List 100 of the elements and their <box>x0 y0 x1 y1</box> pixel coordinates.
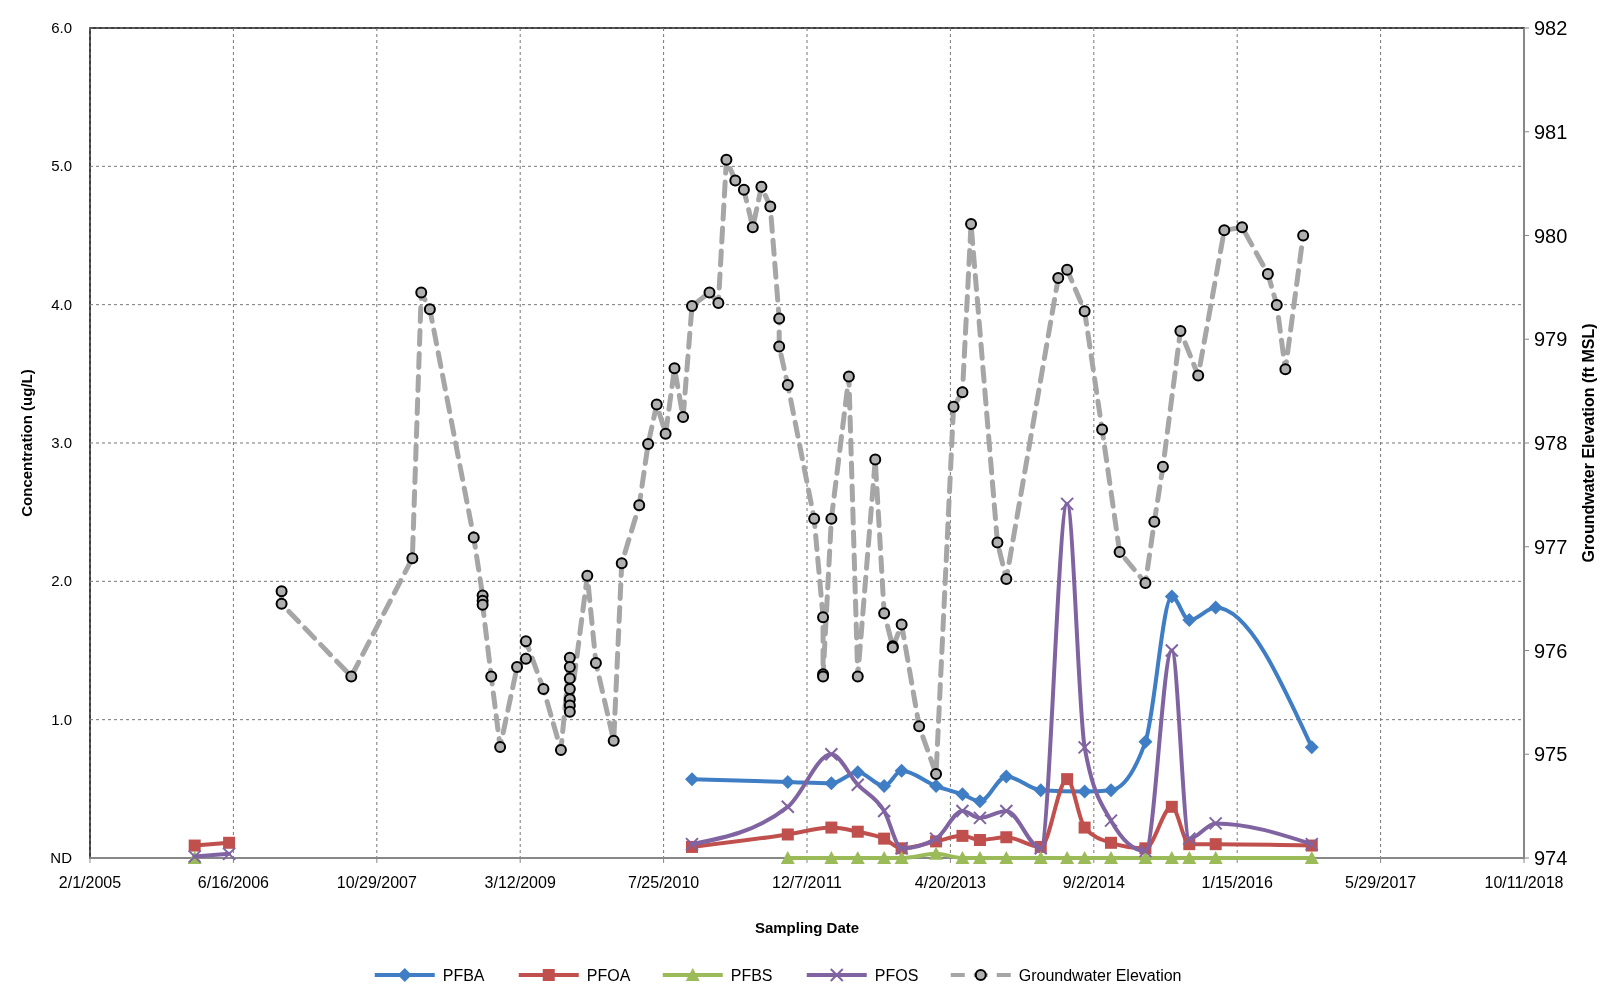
point <box>1164 851 1179 864</box>
x-tick-label: 2/1/2005 <box>58 874 122 891</box>
point <box>1138 734 1153 749</box>
x-tick-label: 5/29/2017 <box>1345 874 1417 891</box>
point <box>972 794 987 809</box>
point <box>1104 851 1119 864</box>
point <box>780 851 795 864</box>
point <box>824 776 839 791</box>
point <box>1104 783 1119 798</box>
point <box>850 777 865 792</box>
point <box>1061 773 1074 786</box>
point <box>999 803 1014 818</box>
point <box>1060 496 1075 511</box>
point <box>1208 816 1223 831</box>
point <box>1077 851 1092 864</box>
x-tick-label: 3/12/2009 <box>484 874 556 891</box>
point <box>999 769 1014 784</box>
y2-tick-label: 976 <box>1534 639 1568 662</box>
point <box>973 834 986 847</box>
y2-tick-label: 975 <box>1534 743 1568 766</box>
point <box>929 846 944 860</box>
point <box>929 831 944 846</box>
y-tick-label: 6.0 <box>51 19 72 36</box>
point <box>972 851 987 864</box>
x-axis-title: Sampling Date <box>754 919 860 936</box>
point <box>878 832 891 845</box>
point <box>1182 831 1197 846</box>
point <box>1304 740 1319 755</box>
point <box>929 779 944 794</box>
point <box>972 810 987 825</box>
point <box>1164 643 1179 658</box>
y2-tick-label: 981 <box>1534 120 1568 143</box>
point <box>851 825 864 838</box>
point <box>780 799 795 814</box>
point <box>850 765 865 780</box>
y-axis-title: Concentration (ug/L) <box>18 369 35 517</box>
x-tick-label: 6/16/2006 <box>197 874 270 891</box>
y2-tick-label: 978 <box>1534 432 1568 454</box>
point <box>824 851 839 864</box>
point <box>894 851 909 864</box>
point <box>1077 740 1092 755</box>
point <box>781 828 794 841</box>
point <box>877 851 892 864</box>
point <box>877 779 892 794</box>
point <box>1104 813 1119 828</box>
point <box>1164 589 1179 604</box>
point <box>1105 836 1118 849</box>
point <box>824 747 839 762</box>
legend-label: Groundwater Elevation <box>1018 967 1182 984</box>
point <box>1077 784 1092 799</box>
legend-label: PFOA <box>586 967 631 984</box>
x-tick-label: 9/2/2014 <box>1062 874 1126 891</box>
y-tick-label: 3.0 <box>51 434 72 451</box>
point <box>1182 613 1197 628</box>
x-tick-label: 1/15/2016 <box>1201 874 1273 891</box>
point <box>1138 851 1153 864</box>
point <box>955 851 970 864</box>
point <box>1208 600 1223 615</box>
point <box>1033 851 1048 864</box>
y2-axis-title: Groundwater Elevation (ft MSL) <box>1580 323 1597 563</box>
point <box>1060 851 1075 864</box>
point <box>1182 851 1197 864</box>
y2-tick-label: 974 <box>1534 847 1568 869</box>
legend-label: PFOS <box>874 967 919 984</box>
point <box>188 839 201 852</box>
point <box>222 846 237 861</box>
point <box>955 803 970 818</box>
point <box>1165 800 1178 813</box>
y2-tick-label: 979 <box>1534 328 1568 351</box>
point <box>1033 783 1048 798</box>
y-tick-label: 1.0 <box>51 710 72 728</box>
x-tick-label: 10/11/2018 <box>1484 874 1564 891</box>
point <box>956 829 969 842</box>
x-tick-label: 7/25/2010 <box>628 874 700 891</box>
legend-label: PFBS <box>730 967 773 984</box>
point <box>780 774 795 789</box>
point <box>684 772 699 787</box>
point <box>894 763 909 778</box>
y-tick-label: 2.0 <box>51 572 72 590</box>
x-tick-label: 4/20/2013 <box>914 874 987 891</box>
legend-label: PFBA <box>442 967 485 984</box>
point <box>877 803 892 818</box>
y-tick-label: ND <box>50 849 73 866</box>
y2-tick-label: 977 <box>1534 535 1568 558</box>
x-tick-label: 10/29/2007 <box>336 874 417 891</box>
y2-tick-label: 982 <box>1534 17 1568 39</box>
y-tick-label: 5.0 <box>51 157 72 175</box>
y2-tick-label: 980 <box>1534 224 1568 247</box>
point <box>1138 844 1153 859</box>
point <box>850 851 865 864</box>
point <box>825 821 838 834</box>
point <box>223 836 236 849</box>
point <box>1000 831 1013 844</box>
point <box>1208 851 1223 864</box>
x-tick-label: 12/7/2011 <box>772 874 843 891</box>
point <box>1209 838 1222 851</box>
y-tick-label: 4.0 <box>51 295 72 313</box>
point <box>1078 821 1091 834</box>
point <box>999 851 1014 864</box>
point <box>1304 851 1319 864</box>
